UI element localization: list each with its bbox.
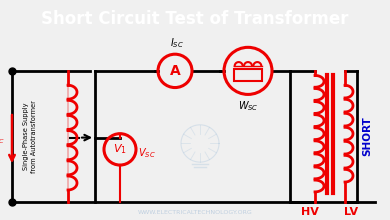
Text: LV: LV bbox=[344, 207, 358, 217]
Text: WWW.ELECTRICALTECHNOLOGY.ORG: WWW.ELECTRICALTECHNOLOGY.ORG bbox=[138, 210, 252, 215]
Text: Short Circuit Test of Transformer: Short Circuit Test of Transformer bbox=[41, 10, 349, 28]
Bar bbox=[234, 69, 262, 81]
Text: $W_{SC}$: $W_{SC}$ bbox=[238, 99, 258, 113]
Text: A: A bbox=[170, 64, 180, 78]
Text: HV: HV bbox=[301, 207, 319, 217]
Text: $I_{SC}$: $I_{SC}$ bbox=[170, 37, 184, 50]
Text: $V_{AC}$: $V_{AC}$ bbox=[0, 133, 5, 146]
Text: $V_1$: $V_1$ bbox=[113, 143, 127, 156]
Text: $V_{SC}$: $V_{SC}$ bbox=[138, 146, 156, 160]
Text: Single-Phase Supply
from Autotransformer: Single-Phase Supply from Autotransformer bbox=[23, 100, 37, 173]
Text: SHORT: SHORT bbox=[362, 117, 372, 156]
